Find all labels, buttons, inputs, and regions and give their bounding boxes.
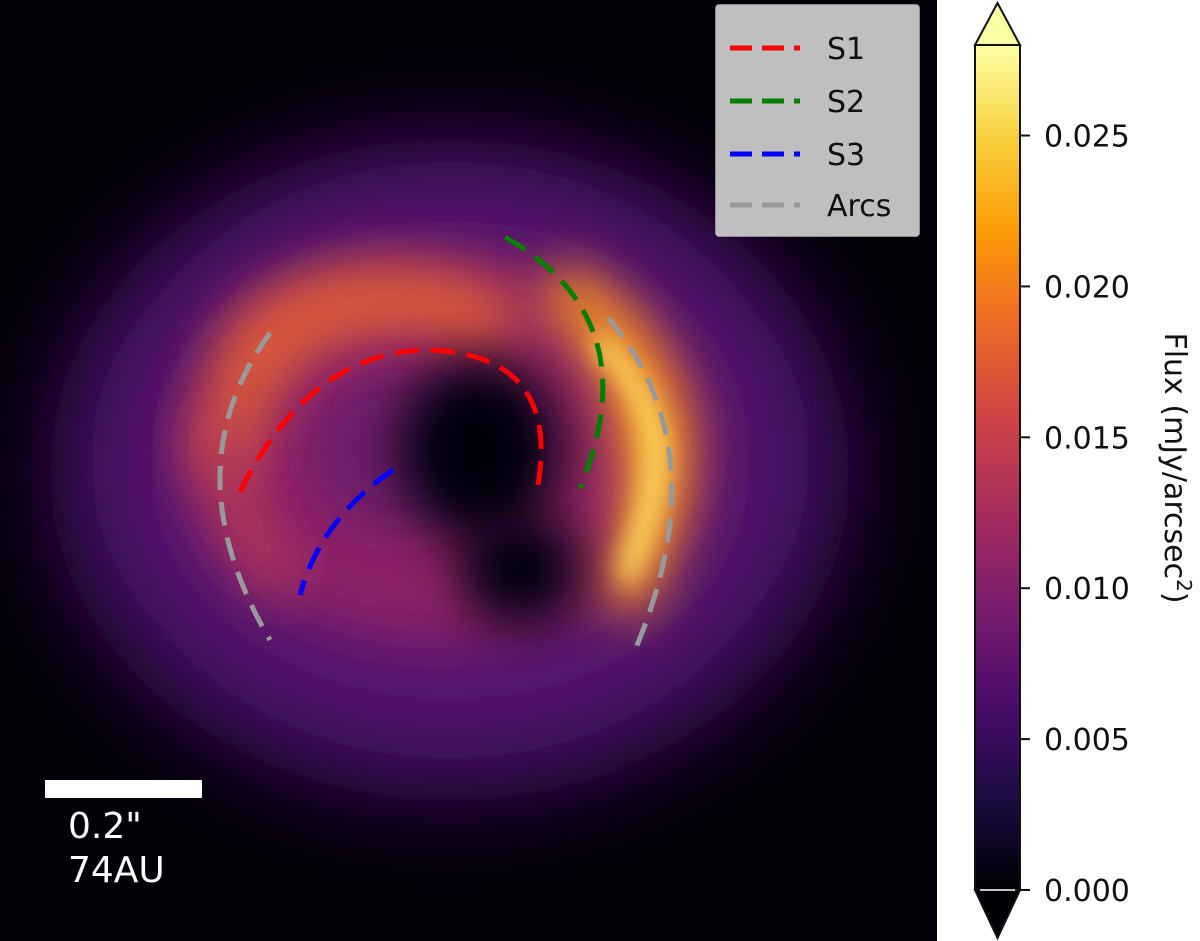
scale-bar-angle-label: 0.2"	[68, 806, 142, 847]
legend-label-arcs: Arcs	[827, 189, 891, 224]
s2-curve	[503, 234, 606, 489]
s3-curve	[297, 467, 395, 596]
legend-label-s2: S2	[827, 85, 865, 120]
legend-label-s3: S3	[827, 138, 865, 173]
legend: S1 S2 S3 Arcs	[715, 4, 920, 237]
colorbar: 0.000 0.005 0.010 0.015 0.020 0.025 Flux (mJy…	[973, 0, 1196, 941]
colorbar-tick-label: 0.015	[1044, 421, 1130, 456]
colorbar-tick-label: 0.025	[1044, 120, 1130, 155]
disk-image: 0.2" 74AU S1 S2 S3 Arcs	[0, 0, 937, 941]
colorbar-extend-top	[973, 0, 1022, 46]
arc-left-curve	[217, 331, 273, 642]
colorbar-tick-label: 0.005	[1044, 723, 1130, 758]
colorbar-extend-bottom	[973, 889, 1022, 941]
colorbar-tick-label: 0.020	[1044, 270, 1130, 305]
scale-bar-distance-label: 74AU	[68, 850, 165, 891]
colorbar-gradient	[975, 45, 1020, 890]
s1-curve	[237, 347, 544, 494]
colorbar-label: Flux (mJy/arcsec2)	[1157, 332, 1196, 603]
arc-right-curve	[606, 316, 675, 651]
scale-bar	[45, 780, 202, 798]
colorbar-ticks: 0.000 0.005 0.010 0.015 0.020 0.025	[980, 120, 1130, 909]
legend-label-s1: S1	[827, 32, 865, 67]
colorbar-tick-label: 0.000	[1044, 874, 1130, 909]
colorbar-tick-label: 0.010	[1044, 572, 1130, 607]
